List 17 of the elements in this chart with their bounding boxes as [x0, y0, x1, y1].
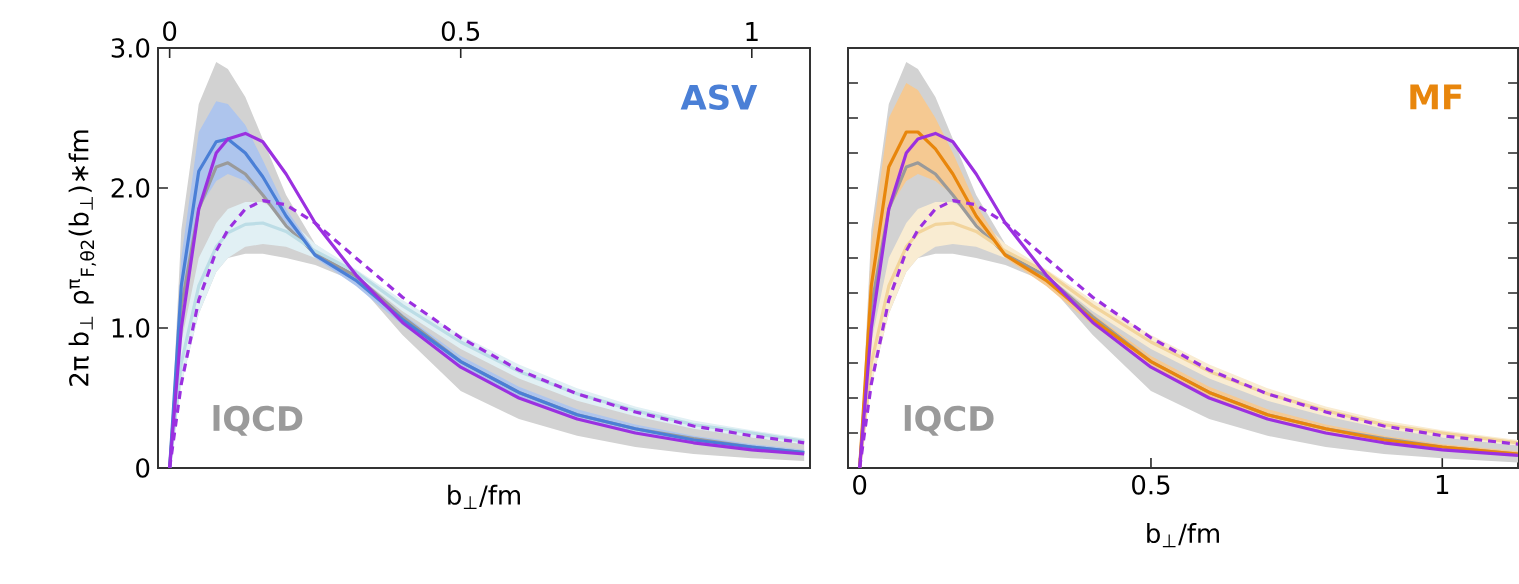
x-tick-label: 0.5 [441, 21, 480, 41]
y-axis-title: 2π b$_{⊥}$ ρ$^{π}$$_{F,θ2}$(b$_{⊥}$)∗fm [68, 130, 97, 386]
x-tick-label: 1 [1436, 475, 1449, 494]
x-tick-label: 1 [746, 22, 758, 41]
x-tick-label: 0 [163, 21, 177, 41]
x-axis-title: b$_{⊥}$/fm [1147, 523, 1219, 548]
y-tick-label: 0 [136, 458, 150, 478]
x-axis-title: b$_{⊥}$/fm [448, 484, 520, 509]
text: MF [1410, 84, 1462, 110]
x-tick-label: 0 [853, 475, 867, 495]
y-tick-label: 2.0 [111, 178, 150, 198]
y-tick-label: 1.0 [112, 318, 150, 338]
x-tick-label: 0.5 [1132, 475, 1170, 495]
series-label: lQCD [213, 405, 303, 436]
text: ASV [680, 84, 758, 111]
series-label: lQCD [904, 405, 994, 436]
y-tick-label: 3.0 [111, 38, 150, 58]
